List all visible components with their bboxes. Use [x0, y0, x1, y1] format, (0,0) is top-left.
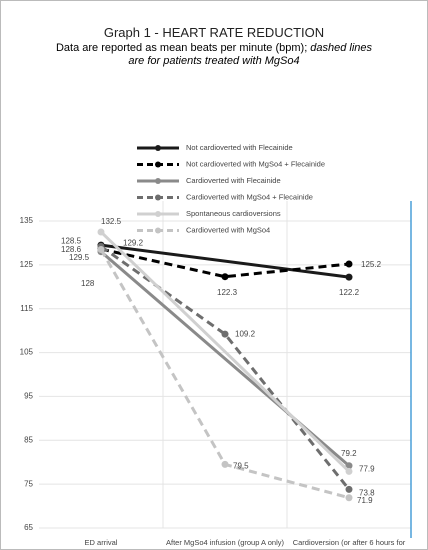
data-point	[221, 273, 229, 281]
series-line	[100, 243, 350, 279]
legend-marker	[155, 145, 161, 151]
data-label: 122.3	[217, 288, 238, 297]
legend-label: Cardioverted with MgSo4 + Flecainide	[186, 192, 313, 201]
chart-subtitle: Data are reported as mean beats per minu…	[51, 42, 377, 68]
y-tick-label: 125	[20, 260, 34, 269]
y-tick-label: 135	[20, 216, 34, 225]
data-label: 129.5	[69, 253, 90, 262]
series-line	[99, 248, 350, 500]
data-label: 128.6	[61, 245, 82, 254]
legend-label: Cardioverted with MgSo4	[186, 225, 270, 234]
legend-marker	[155, 211, 161, 217]
series-line	[99, 230, 351, 473]
data-label: 79.5	[233, 462, 249, 471]
x-tick-label-box: Cardioversion (or after 6 hours for non-…	[292, 538, 406, 549]
y-tick-label: 105	[20, 348, 34, 357]
data-point	[345, 485, 353, 493]
data-label: 129.2	[123, 239, 144, 248]
x-tick-label-box: ED arrival	[84, 538, 118, 547]
legend-entry: Cardioverted with Flecainide	[137, 176, 281, 185]
series-line	[100, 247, 350, 279]
y-tick-label: 65	[24, 523, 33, 532]
data-point	[221, 460, 229, 468]
data-label: 71.9	[357, 496, 373, 505]
legend-label: Spontaneous cardioversions	[186, 209, 281, 218]
data-label: 128	[81, 279, 95, 288]
data-point	[97, 246, 105, 254]
data-point	[345, 467, 353, 475]
x-tick-label: ED arrival	[84, 538, 118, 547]
legend-label: Not cardioverted with MgSo4 + Flecainide	[186, 159, 325, 168]
data-point	[345, 494, 353, 502]
y-tick-label: 95	[24, 392, 33, 401]
y-tick-label: 115	[20, 304, 33, 313]
legend-label: Not cardioverted with Flecainide	[186, 143, 293, 152]
subtitle-text: Data are reported as mean beats per minu…	[55, 42, 308, 54]
header: Graph 1 - HEART RATE REDUCTION Data are …	[1, 25, 427, 68]
legend-marker	[155, 178, 161, 184]
data-point	[221, 330, 229, 338]
data-point	[345, 260, 353, 268]
legend-entry: Not cardioverted with Flecainide	[137, 143, 293, 152]
chart-title: Graph 1 - HEART RATE REDUCTION	[103, 25, 325, 40]
x-tick-label-box: After MgSo4 infusion (group A only)	[166, 538, 284, 547]
legend-entry: Cardioverted with MgSo4 + Flecainide	[137, 192, 313, 201]
y-tick-label: 85	[24, 435, 33, 444]
legend-entry: Spontaneous cardioversions	[137, 209, 281, 218]
data-label: 109.2	[235, 329, 256, 338]
x-tick-label: After MgSo4 infusion (group A only)	[166, 538, 284, 547]
y-tick-label: 75	[24, 479, 33, 488]
data-label: 73.8	[359, 489, 375, 498]
data-point	[345, 462, 353, 470]
data-label: 128.5	[61, 237, 82, 246]
data-label: 122.2	[339, 288, 360, 297]
data-label: 132.5	[101, 217, 122, 226]
legend-marker	[155, 161, 161, 168]
data-label: 77.9	[359, 465, 375, 474]
data-label: 125.2	[361, 260, 382, 269]
data-label: 79.2	[341, 449, 357, 458]
legend-entry: Not cardioverted with MgSo4 + Flecainide	[137, 159, 325, 168]
legend-label: Cardioverted with Flecainide	[186, 176, 281, 185]
data-point	[345, 273, 353, 281]
subtitle-italic: dashed lines are for patients treated wi…	[128, 42, 373, 67]
legend-entry: Cardioverted with MgSo4	[137, 225, 270, 234]
data-point	[97, 228, 105, 236]
legend-marker	[155, 194, 161, 201]
legend-marker	[155, 227, 161, 234]
x-tick-label: Cardioversion (or after 6 hours for non-…	[292, 538, 406, 549]
